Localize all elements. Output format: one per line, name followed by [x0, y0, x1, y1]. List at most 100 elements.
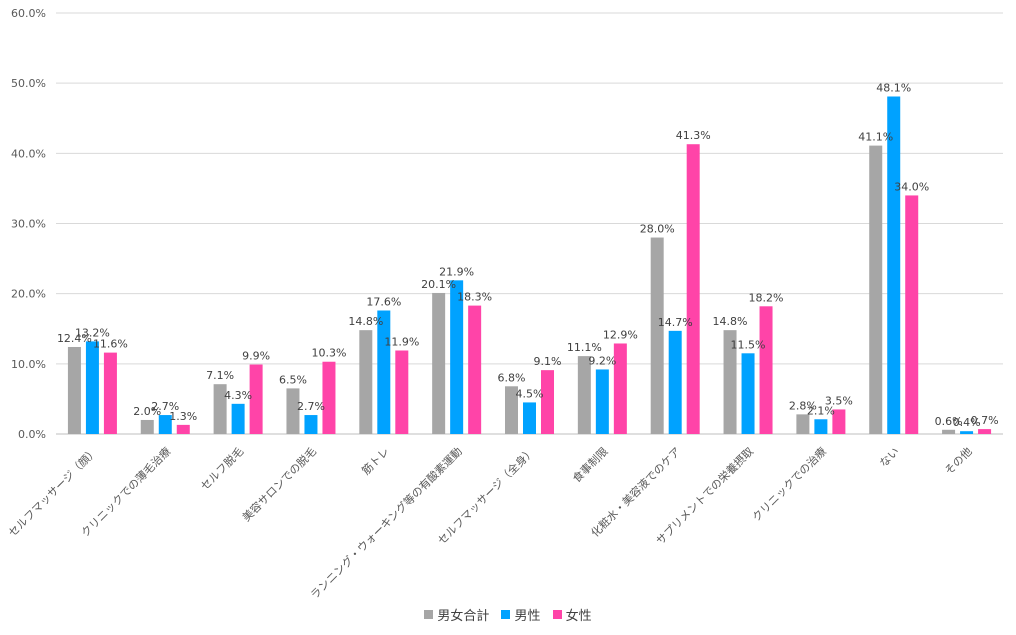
category-label: その他: [942, 445, 975, 478]
data-label: 0.6%: [935, 415, 963, 428]
data-label: 13.2%: [75, 326, 110, 339]
data-label: 11.5%: [731, 338, 766, 351]
bar: [650, 237, 664, 434]
bar: [67, 346, 81, 434]
data-label: 9.1%: [534, 355, 562, 368]
legend: 男女合計 男性 女性: [0, 605, 1016, 624]
bar: [213, 384, 227, 434]
category-label: 食事制限: [569, 444, 610, 485]
bar: [304, 415, 318, 434]
data-label: 48.1%: [876, 81, 911, 94]
bar: [505, 386, 518, 434]
bar: [103, 352, 117, 434]
data-label: 2.7%: [297, 400, 325, 413]
bar: [832, 409, 846, 434]
legend-label-total: 男女合計: [437, 609, 490, 624]
legend-swatch-male: [501, 610, 511, 619]
category-label: セルフ脱毛: [197, 444, 246, 493]
legend-item-male: 男性: [501, 605, 541, 624]
y-tick-label: 0.0%: [18, 428, 46, 441]
bar: [286, 388, 300, 434]
data-label: 17.6%: [366, 296, 401, 309]
legend-label-male: 男性: [514, 609, 541, 624]
data-label: 2.8%: [789, 399, 817, 412]
y-axis-ticks: 0.0% 10.0% 20.0% 30.0% 40.0% 50.0% 60.0%: [11, 7, 46, 441]
data-label: 14.8%: [348, 315, 383, 328]
y-tick-label: 10.0%: [11, 358, 46, 371]
bar: [595, 369, 609, 434]
bar: [377, 310, 391, 434]
bar: [231, 403, 245, 434]
bar: [158, 415, 172, 434]
bar: [686, 144, 700, 434]
bar: [176, 424, 190, 434]
legend-swatch-total: [424, 610, 434, 619]
bar: [85, 341, 99, 434]
y-tick-label: 40.0%: [11, 147, 46, 160]
bar: [322, 361, 336, 434]
bar: [613, 343, 627, 434]
data-label: 0.7%: [971, 414, 999, 427]
data-label: 18.3%: [457, 291, 492, 304]
data-label: 41.3%: [676, 129, 711, 142]
data-label: 14.8%: [713, 315, 748, 328]
data-label: 6.8%: [498, 371, 526, 384]
bar: [432, 292, 446, 434]
bar: [450, 280, 464, 434]
category-label: ランニング・ウォーキング等の有酸素運動: [307, 444, 464, 601]
category-label: 美容サロンでの脱毛: [239, 444, 319, 524]
data-label: 12.9%: [603, 328, 638, 341]
bar: [249, 364, 263, 434]
data-labels: 12.4%13.2%11.6%2.0%2.7%1.3%7.1%4.3%9.9%6…: [57, 81, 999, 429]
bars: [67, 96, 992, 435]
data-label: 2.1%: [807, 404, 835, 417]
data-label: 18.2%: [749, 291, 784, 304]
data-label: 4.3%: [224, 389, 252, 402]
data-label: 28.0%: [640, 223, 675, 236]
bar: [395, 350, 409, 434]
data-label: 2.7%: [151, 400, 179, 413]
legend-item-female: 女性: [552, 605, 592, 624]
bar: [978, 429, 992, 434]
data-label: 12.4%: [57, 332, 92, 345]
bar: [741, 353, 755, 434]
bar: [523, 402, 536, 434]
bar: [723, 330, 737, 434]
data-label: 6.5%: [279, 373, 307, 386]
data-label: 4.5%: [516, 387, 544, 400]
data-label: 7.1%: [206, 369, 234, 382]
bar: [541, 370, 554, 434]
bar: [960, 431, 974, 434]
gridlines: [56, 12, 1003, 435]
data-label: 1.3%: [169, 410, 197, 423]
bar: [942, 429, 956, 434]
data-label: 20.1%: [421, 278, 456, 291]
bar: [577, 356, 591, 434]
data-label: 2.0%: [133, 405, 161, 418]
y-tick-label: 60.0%: [11, 7, 46, 20]
data-label: 11.9%: [384, 336, 419, 349]
bar: [468, 305, 482, 434]
bar: [759, 306, 773, 434]
data-label: 0.4%: [953, 416, 981, 429]
bar: [887, 96, 901, 434]
category-label: ない: [877, 445, 902, 470]
data-label: 9.9%: [242, 350, 270, 363]
bar: [869, 145, 883, 435]
bar: [814, 419, 828, 434]
legend-swatch-female: [552, 610, 562, 619]
data-label: 11.1%: [567, 341, 602, 354]
data-label: 10.3%: [311, 347, 346, 360]
data-label: 14.7%: [658, 316, 693, 329]
bar: [140, 419, 154, 434]
y-tick-label: 50.0%: [11, 77, 46, 90]
data-label: 41.1%: [858, 131, 893, 144]
data-label: 34.0%: [894, 180, 929, 193]
y-tick-label: 30.0%: [11, 218, 46, 231]
bar: [905, 195, 919, 434]
data-label: 3.5%: [825, 394, 853, 407]
category-label: クリニックでの治療: [749, 444, 829, 524]
data-label: 21.9%: [439, 265, 474, 278]
bar: [359, 330, 373, 434]
